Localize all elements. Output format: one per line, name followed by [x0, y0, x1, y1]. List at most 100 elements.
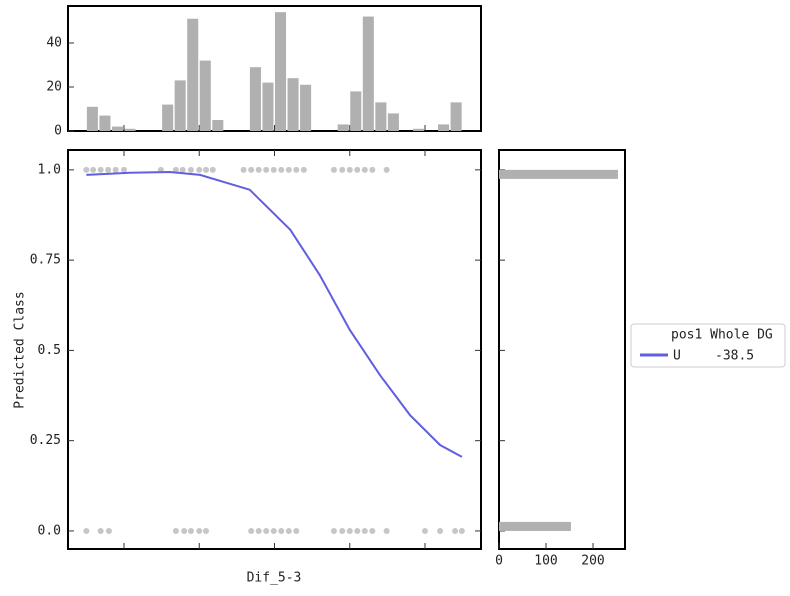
legend-box	[630, 323, 786, 368]
histogram-bar	[99, 115, 111, 131]
data-point	[203, 527, 210, 534]
data-point	[172, 527, 179, 534]
data-point	[293, 166, 300, 173]
data-point	[196, 527, 203, 534]
data-point	[293, 527, 300, 534]
data-point	[83, 527, 90, 534]
histogram-bar	[187, 18, 199, 131]
histogram-bar	[438, 124, 450, 131]
data-point	[300, 166, 307, 173]
data-point	[112, 166, 119, 173]
y-tick-label: 0	[54, 124, 62, 139]
histogram-bar	[86, 106, 98, 131]
data-point	[179, 166, 186, 173]
histogram-bar	[499, 521, 571, 531]
data-point	[263, 166, 270, 173]
data-point	[120, 166, 127, 173]
data-point	[346, 527, 353, 534]
right-panel-frame	[498, 149, 626, 550]
data-point	[383, 166, 390, 173]
data-point	[330, 527, 337, 534]
histogram-bar	[450, 102, 462, 131]
data-point	[285, 166, 292, 173]
data-point	[196, 166, 203, 173]
data-point	[263, 527, 270, 534]
x-tick-label: 100	[534, 554, 557, 569]
data-point	[346, 166, 353, 173]
legend-title: pos1 Whole DG	[671, 328, 773, 343]
legend-label: U	[673, 349, 681, 364]
data-point	[270, 527, 277, 534]
data-point	[270, 166, 277, 173]
data-point	[437, 527, 444, 534]
data-point	[255, 527, 262, 534]
y-tick-label: 20	[46, 79, 62, 94]
data-point	[181, 527, 188, 534]
data-point	[97, 527, 104, 534]
data-point	[255, 166, 262, 173]
data-point	[90, 166, 97, 173]
histogram-bar	[212, 119, 224, 131]
histogram-bar	[387, 113, 399, 131]
legend-value: -38.5	[715, 349, 754, 364]
data-point	[354, 527, 361, 534]
data-point	[285, 527, 292, 534]
y-tick-label: 0.25	[30, 433, 61, 448]
histogram-bar	[275, 12, 287, 131]
x-tick-label: 0	[495, 554, 503, 569]
data-point	[209, 166, 216, 173]
curve	[86, 171, 463, 458]
histogram-bar	[174, 80, 186, 131]
data-point	[339, 527, 346, 534]
y-tick-label: 0.0	[38, 523, 61, 538]
data-point	[83, 166, 90, 173]
y-axis-label: Predicted Class	[13, 291, 28, 408]
data-point	[339, 166, 346, 173]
data-point	[354, 166, 361, 173]
data-point	[330, 166, 337, 173]
histogram-bar	[337, 124, 349, 131]
data-point	[383, 527, 390, 534]
data-point	[187, 527, 194, 534]
data-point	[248, 527, 255, 534]
x-tick-label: 200	[581, 554, 604, 569]
data-point	[248, 166, 255, 173]
histogram-bar	[111, 126, 123, 131]
histogram-bar	[124, 128, 136, 131]
data-point	[187, 166, 194, 173]
histogram-bar	[350, 91, 362, 131]
data-point	[369, 527, 376, 534]
data-point	[361, 527, 368, 534]
histogram-bar	[249, 67, 261, 131]
data-point	[105, 527, 112, 534]
y-tick-label: 0.5	[38, 343, 61, 358]
y-tick-label: 40	[46, 35, 62, 50]
histogram-bar	[412, 128, 425, 131]
histogram-bar	[287, 78, 299, 131]
data-point	[278, 527, 285, 534]
histogram-bar	[300, 84, 312, 131]
histogram-bar	[362, 16, 374, 132]
data-point	[369, 166, 376, 173]
histogram-bar	[262, 82, 274, 131]
histogram-bar	[162, 104, 174, 131]
top-panel-frame	[67, 5, 482, 132]
y-tick-label: 1.0	[38, 162, 61, 177]
y-tick-label: 0.75	[30, 253, 61, 268]
data-point	[240, 166, 247, 173]
data-point	[203, 166, 210, 173]
histogram-bar	[375, 102, 387, 131]
histogram-bar	[199, 60, 211, 131]
main-panel-frame	[67, 149, 482, 550]
x-axis-label: Dif_5-3	[247, 571, 302, 586]
data-point	[172, 166, 179, 173]
data-point	[452, 527, 459, 534]
data-point	[105, 166, 112, 173]
histogram-bar	[499, 169, 618, 179]
data-point	[458, 527, 465, 534]
data-point	[361, 166, 368, 173]
data-point	[278, 166, 285, 173]
data-point	[422, 527, 429, 534]
data-point	[97, 166, 104, 173]
